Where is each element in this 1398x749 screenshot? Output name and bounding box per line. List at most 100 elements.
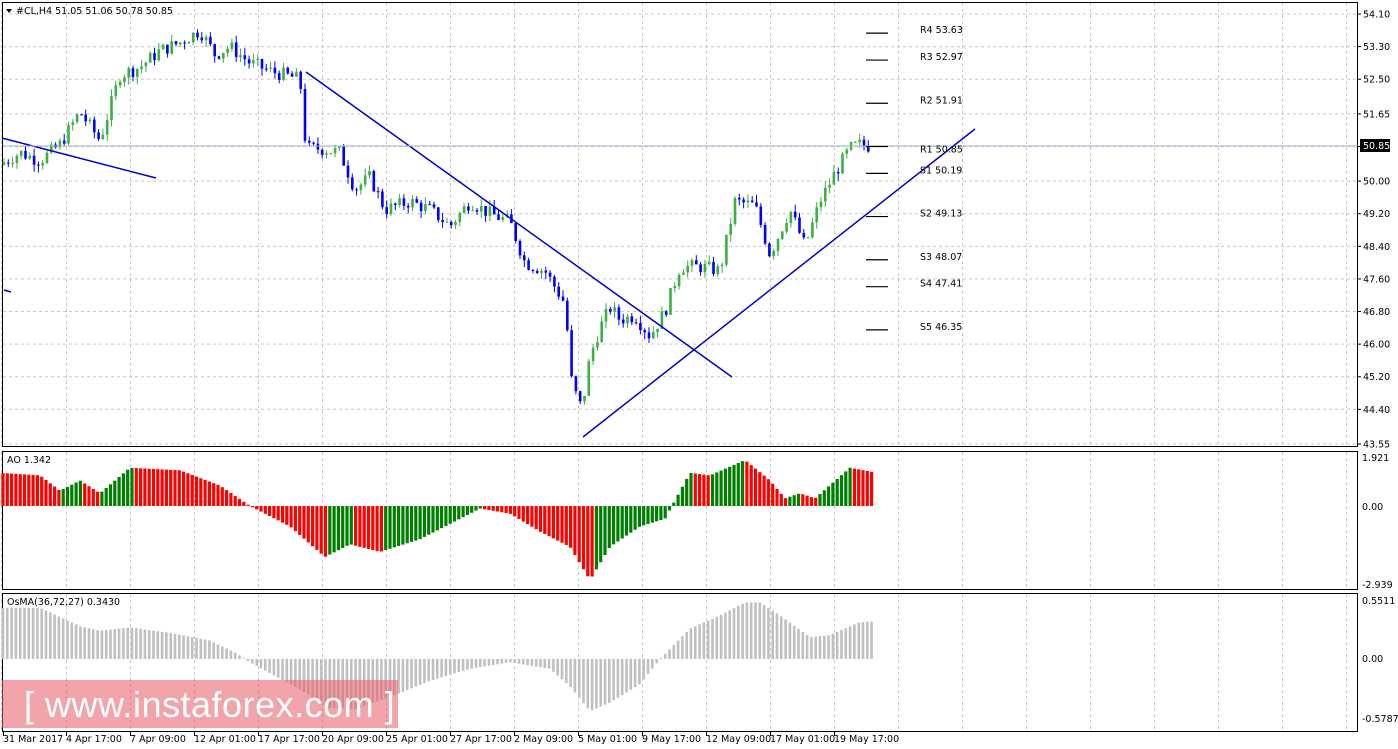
candle-body xyxy=(217,56,221,59)
main-plot-area[interactable] xyxy=(2,2,1358,447)
ao-bar xyxy=(65,486,70,506)
osma-bar xyxy=(784,619,787,659)
osma-bar xyxy=(706,620,710,659)
pivot-label-s2: S2 49.13 xyxy=(920,209,962,220)
candle-body xyxy=(566,300,569,331)
ao-bar xyxy=(457,506,461,520)
osma-bar xyxy=(380,659,383,701)
trendline-support-up xyxy=(582,128,976,438)
ao-tick-zero: 0.00 xyxy=(1362,502,1383,513)
candle-body xyxy=(256,59,259,61)
osma-bar xyxy=(590,659,594,711)
osma-bar xyxy=(1,607,5,659)
ao-bar xyxy=(40,476,44,506)
ao-bar xyxy=(736,463,740,506)
osma-bar xyxy=(642,659,645,680)
ao-bar xyxy=(801,494,805,506)
osma-bar xyxy=(268,659,271,673)
candle-body xyxy=(368,171,371,176)
ao-bar xyxy=(590,506,594,577)
candle-body xyxy=(785,223,788,232)
ao-bar xyxy=(113,480,117,506)
ao-bar xyxy=(663,506,667,519)
ao-bar xyxy=(753,468,758,506)
candle-body xyxy=(858,139,861,143)
ao-bar xyxy=(91,488,95,506)
candle-body xyxy=(101,134,105,140)
candle-body xyxy=(153,53,156,61)
ao-bar xyxy=(409,506,414,542)
ao-bar xyxy=(190,474,194,506)
ao-bar xyxy=(749,465,753,506)
triangle-down-icon[interactable] xyxy=(6,9,12,13)
price-tick-label: 49.20 xyxy=(1363,209,1390,220)
candle-body xyxy=(24,150,27,159)
candle-body xyxy=(518,240,522,256)
candle-body xyxy=(411,199,414,208)
osma-bar xyxy=(698,624,701,659)
candle-body xyxy=(793,211,797,218)
ao-bar xyxy=(470,506,474,513)
osma-bar xyxy=(676,640,680,659)
pivot-label-s3: S3 48.07 xyxy=(920,252,962,263)
osma-bar xyxy=(702,622,706,659)
osma-bar xyxy=(294,659,297,687)
osma-bar xyxy=(448,659,452,675)
osma-bar xyxy=(190,637,194,659)
ao-bar xyxy=(156,469,160,506)
candle-body xyxy=(867,145,870,152)
osma-bar xyxy=(405,659,409,691)
trendline-early-down xyxy=(1,137,157,179)
candle-body xyxy=(707,261,711,265)
ao-bar xyxy=(650,506,654,523)
candle-body xyxy=(359,184,363,191)
ao-bar xyxy=(130,467,134,506)
price-tick-label: 50.00 xyxy=(1363,177,1390,188)
ao-bar xyxy=(164,469,168,506)
ao-bar xyxy=(332,506,336,553)
candle-body xyxy=(381,191,384,208)
ao-bar xyxy=(289,506,293,528)
candle-body xyxy=(841,153,844,174)
candle-body xyxy=(484,205,487,216)
ao-bar xyxy=(354,506,358,546)
trendlines[interactable] xyxy=(1,71,976,438)
candle-body xyxy=(729,223,732,235)
ao-bar xyxy=(169,469,173,506)
candle-body xyxy=(639,322,642,331)
osma-bar xyxy=(66,620,69,659)
osma-bar xyxy=(689,628,693,659)
candle-body xyxy=(742,199,745,203)
ao-bar xyxy=(276,506,280,521)
ao-bar xyxy=(723,468,727,506)
candle-body xyxy=(277,73,281,80)
candle-body xyxy=(351,177,354,190)
ao-bar xyxy=(500,506,504,513)
candle-body xyxy=(449,221,453,226)
osma-bar xyxy=(595,659,598,709)
ao-bar xyxy=(448,506,452,524)
ao-bar xyxy=(440,506,444,529)
ao-bar xyxy=(160,469,164,506)
ao-bar xyxy=(452,506,457,522)
osma-bar xyxy=(169,633,172,659)
osma-bar xyxy=(582,659,585,704)
ao-plot-area[interactable] xyxy=(2,451,1358,590)
candle-body xyxy=(174,41,178,45)
osma-bar xyxy=(479,659,482,668)
candle-body xyxy=(725,234,728,265)
candle-body xyxy=(376,191,380,193)
candle-body xyxy=(394,203,397,206)
osma-bar xyxy=(139,628,142,659)
ao-bar xyxy=(405,506,409,544)
osma-bar xyxy=(487,659,491,666)
osma-bar xyxy=(629,659,633,690)
price-tick-label: 46.00 xyxy=(1363,340,1390,351)
candle-body xyxy=(617,307,621,320)
ao-bar xyxy=(401,506,405,545)
osma-bar xyxy=(461,659,465,671)
ao-bar xyxy=(104,487,108,506)
candle-body xyxy=(475,210,479,212)
ao-bar xyxy=(495,506,500,512)
